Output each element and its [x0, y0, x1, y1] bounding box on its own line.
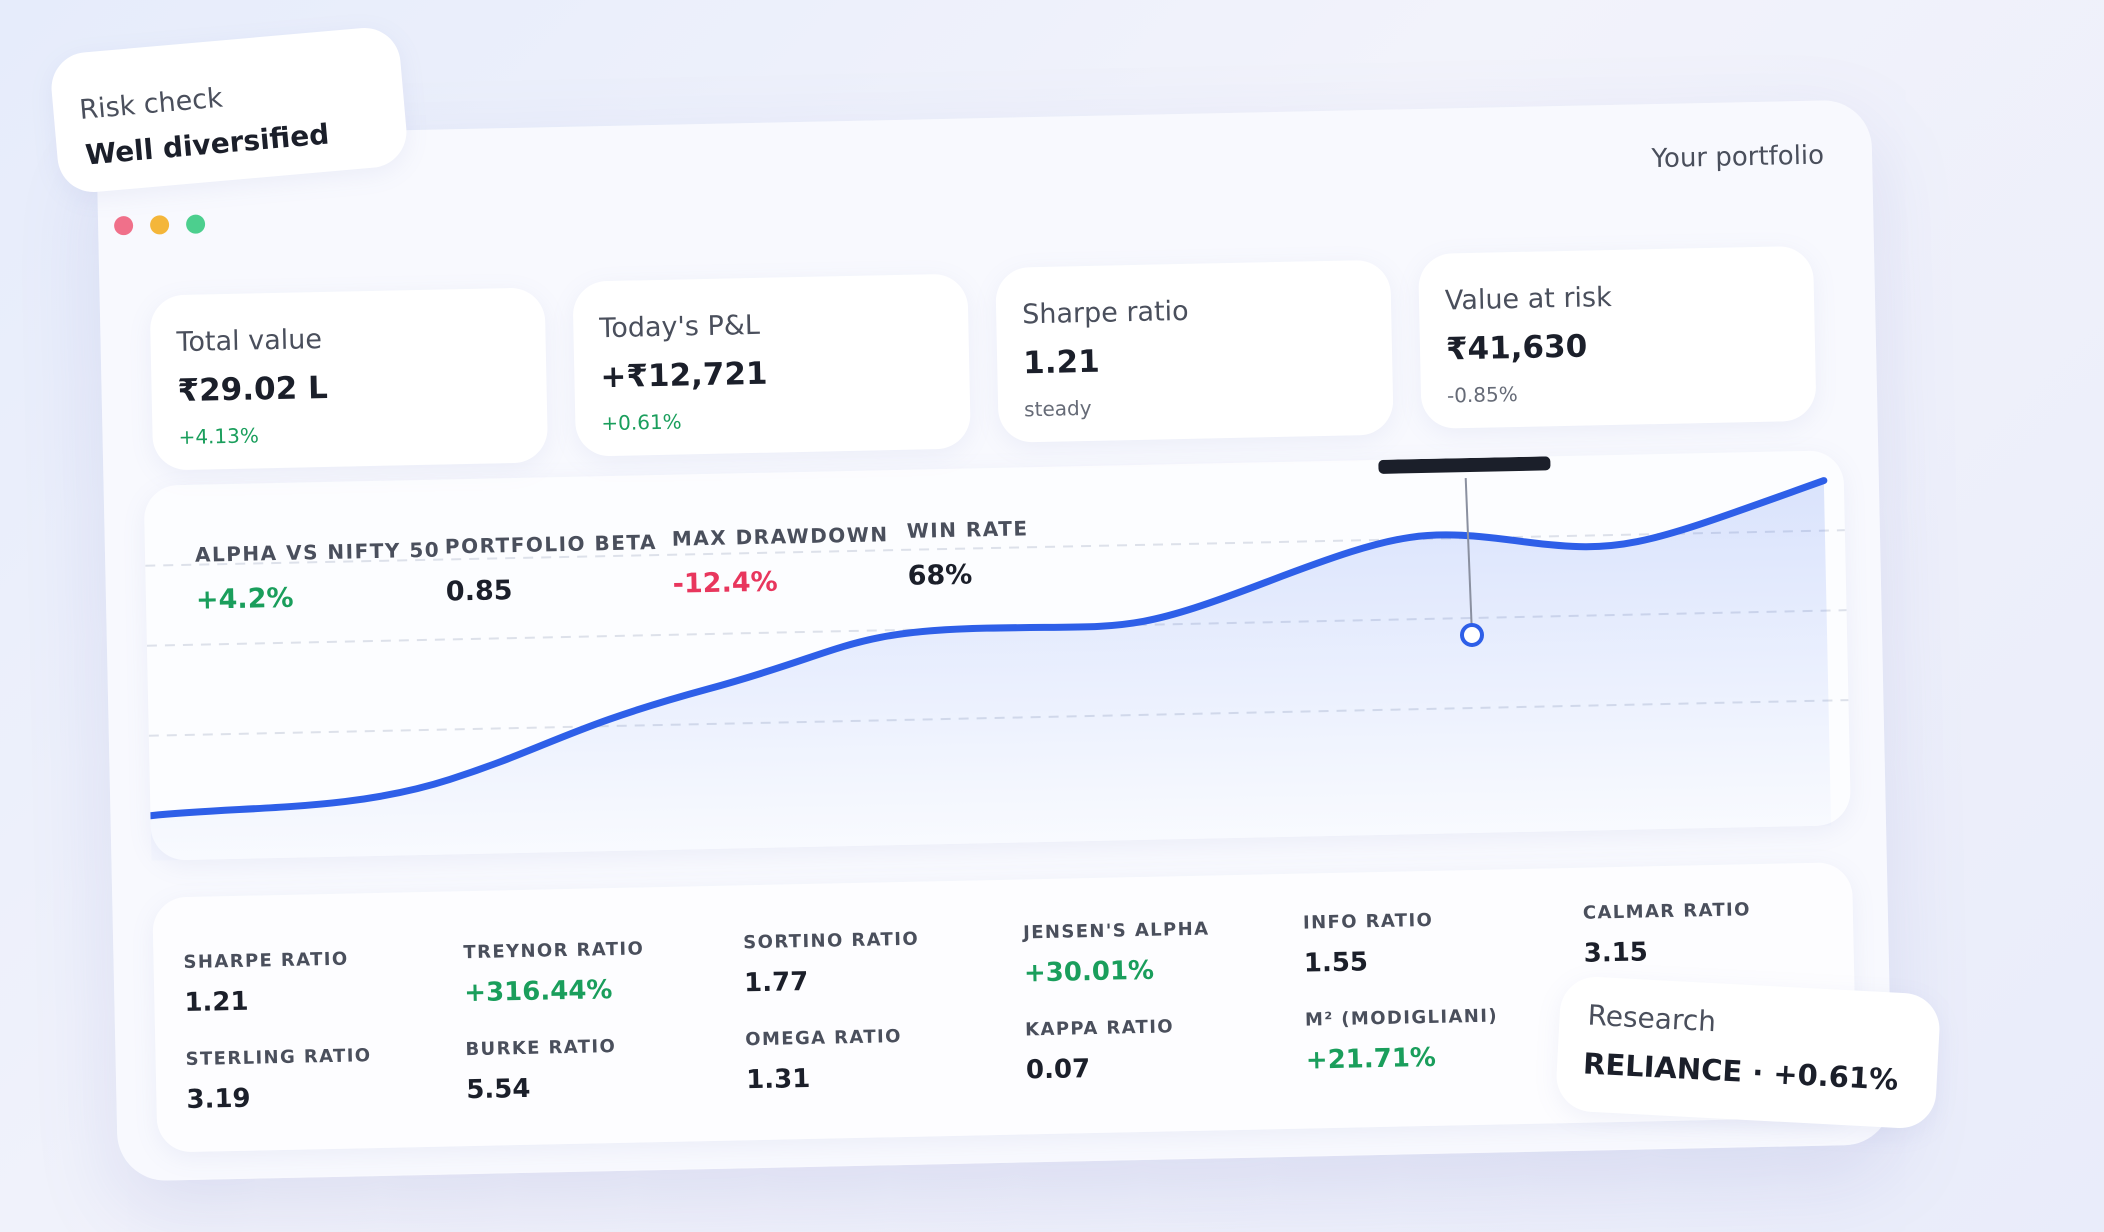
- ratio-label: TREYNOR RATIO: [463, 938, 645, 964]
- metric-value: +4.2%: [195, 582, 294, 616]
- ratio-value: 1.31: [745, 1063, 811, 1096]
- ratio-value: 1.55: [1303, 947, 1369, 979]
- stat-value: +₹12,721: [600, 355, 768, 396]
- ratio-label: SHARPE RATIO: [183, 948, 349, 974]
- metric-label: MAX DRAWDOWN: [671, 522, 889, 551]
- ratio-label: OMEGA RATIO: [745, 1026, 903, 1051]
- tooltip-point: [1459, 622, 1484, 647]
- portfolio-window: Your portfolio Total value ₹29.02 L +4.13%…: [96, 99, 1893, 1182]
- chart-area: [150, 480, 1832, 861]
- stat-value: ₹41,630: [1445, 328, 1588, 368]
- research-card: Research RELIANCE · +0.61%: [1554, 975, 1942, 1130]
- risk-title: Risk check: [78, 82, 224, 126]
- ratio-value: +30.01%: [1023, 955, 1155, 989]
- tooltip-stem: [1464, 478, 1473, 636]
- metric-value: 0.85: [445, 575, 513, 608]
- ratio-label: CALMAR RATIO: [1582, 899, 1752, 924]
- dot-red: [113, 215, 134, 236]
- stat-card: Today's P&L +₹12,721 +0.61%: [572, 273, 971, 457]
- metric-value: 68%: [907, 559, 973, 592]
- metric-label: PORTFOLIO BETA: [444, 530, 658, 559]
- metric-label: WIN RATE: [906, 516, 1029, 543]
- ratio-value: +316.44%: [463, 975, 613, 1009]
- chart-svg: [145, 456, 1849, 861]
- stat-change: steady: [1023, 395, 1092, 422]
- stat-change: +0.61%: [601, 409, 682, 436]
- dot-yellow: [149, 215, 170, 235]
- chart-panel: ALPHA VS NIFTY 50 +4.2% PORTFOLIO BETA 0.85…: [143, 450, 1852, 861]
- ratio-value: 3.15: [1583, 937, 1649, 969]
- dot-green: [185, 214, 206, 234]
- stat-value: ₹29.02 L: [177, 369, 329, 410]
- stat-label: Sharpe ratio: [1021, 295, 1189, 331]
- window-title: Your portfolio: [1651, 140, 1825, 175]
- ratio-label: INFO RATIO: [1302, 909, 1434, 934]
- research-ticker: RELIANCE · +0.61%: [1582, 1046, 1900, 1097]
- metric-value: -12.4%: [672, 566, 778, 600]
- research-title: Research: [1586, 998, 1717, 1039]
- stat-change: -0.85%: [1446, 381, 1518, 408]
- stat-label: Total value: [176, 324, 323, 359]
- stat-value: 1.21: [1022, 343, 1101, 382]
- stat-card: Sharpe ratio 1.21 steady: [995, 259, 1394, 443]
- ratio-label: STERLING RATIO: [185, 1045, 372, 1071]
- stat-label: Value at risk: [1444, 282, 1613, 317]
- ratio-value: 1.21: [184, 986, 249, 1019]
- ratio-label: JENSEN'S ALPHA: [1022, 918, 1210, 944]
- ratio-label: M² (MODIGLIANI): [1304, 1005, 1499, 1031]
- ratio-value: +21.71%: [1305, 1042, 1437, 1076]
- tooltip: [1378, 456, 1551, 474]
- ratio-value: 0.07: [1025, 1054, 1091, 1086]
- stat-label: Today's P&L: [599, 309, 761, 345]
- chart-line: [146, 477, 1828, 820]
- ratio-value: 5.54: [465, 1073, 531, 1106]
- stat-change: +4.13%: [178, 423, 260, 450]
- metric-label: ALPHA VS NIFTY 50: [194, 537, 441, 567]
- ratio-label: BURKE RATIO: [465, 1036, 617, 1061]
- ratio-value: 1.77: [743, 966, 809, 999]
- ratio-label: KAPPA RATIO: [1024, 1016, 1175, 1041]
- ratio-value: 3.19: [186, 1083, 251, 1116]
- ratio-label: SORTINO RATIO: [743, 928, 920, 954]
- grid-line: [145, 529, 1845, 567]
- stat-card: Total value ₹29.02 L +4.13%: [149, 287, 549, 471]
- risk-status: Well diversified: [83, 117, 331, 172]
- stat-card: Value at risk ₹41,630 -0.85%: [1417, 245, 1817, 430]
